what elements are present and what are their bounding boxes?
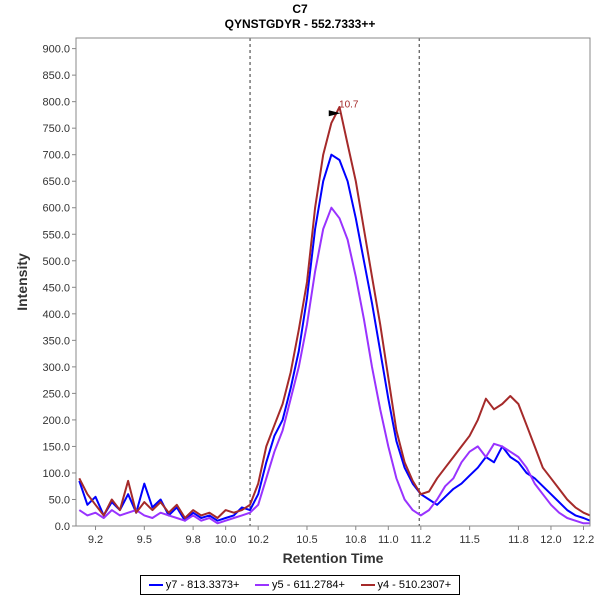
x-tick-label: 9.8 [185, 534, 200, 546]
x-tick-label: 9.2 [88, 534, 103, 546]
series-line-0 [78, 153, 591, 522]
x-tick-label: 10.0 [215, 534, 236, 546]
x-tick-label: 11.8 [508, 534, 529, 546]
legend: y7 - 813.3373+ y5 - 611.2784+ y4 - 510.2… [140, 575, 460, 595]
y-tick-label: 200.0 [42, 415, 70, 427]
series-line-1 [78, 206, 590, 525]
chart-subtitle: QYNSTGDYR - 552.7333++ [224, 17, 376, 31]
plot-frame [75, 37, 591, 527]
x-tick-label: 10.2 [247, 534, 268, 546]
y-tick-label: 650.0 [42, 176, 70, 188]
y-tick-label: 900.0 [42, 44, 70, 56]
y-tick-label: 850.0 [42, 70, 70, 82]
legend-label-y5: y5 - 611.2784+ [272, 579, 345, 591]
x-tick-label: 11.2 [411, 534, 432, 546]
y-tick-label: 300.0 [42, 362, 70, 374]
x-tick-label: 10.8 [345, 534, 366, 546]
y-tick-label: 50.0 [49, 494, 70, 506]
x-tick-label: 9.5 [137, 534, 152, 546]
x-tick-label: 12.2 [573, 534, 594, 546]
legend-label-y4: y4 - 510.2307+ [377, 579, 452, 591]
peak-annotation-label: 10.7 [339, 99, 359, 110]
y-tick-label: 150.0 [42, 441, 70, 453]
x-tick-label: 11.0 [378, 534, 399, 546]
legend-item-y5: y5 - 611.2784+ [255, 579, 345, 591]
y-tick-label: 700.0 [42, 150, 70, 162]
y-tick-label: 600.0 [42, 203, 70, 215]
y-tick-label: 0.0 [55, 521, 70, 533]
legend-item-y7: y7 - 813.3373+ [148, 579, 240, 591]
y-tick-label: 550.0 [42, 229, 70, 241]
x-tick-label: 10.5 [296, 534, 317, 546]
peak-marker-arrow [328, 110, 341, 117]
x-tick-label: 12.0 [540, 534, 561, 546]
legend-swatch-y5 [255, 584, 270, 586]
legend-swatch-y4 [360, 584, 375, 586]
y-tick-label: 250.0 [42, 388, 70, 400]
y-tick-label: 350.0 [42, 335, 70, 347]
x-axis-title: Retention Time [283, 550, 384, 566]
y-tick-label: 750.0 [42, 123, 70, 135]
legend-swatch-y7 [148, 584, 163, 586]
legend-item-y4: y4 - 510.2307+ [360, 579, 452, 591]
y-tick-label: 400.0 [42, 309, 70, 321]
series-line-2 [78, 106, 591, 519]
y-axis-title: Intensity [14, 253, 30, 311]
y-tick-label: 800.0 [42, 97, 70, 109]
y-tick-label: 500.0 [42, 256, 70, 268]
legend-label-y7: y7 - 813.3373+ [165, 579, 240, 591]
y-tick-label: 450.0 [42, 282, 70, 294]
chart-title: C7 [292, 2, 308, 16]
y-tick-label: 100.0 [42, 468, 70, 480]
x-tick-label: 11.5 [459, 534, 480, 546]
